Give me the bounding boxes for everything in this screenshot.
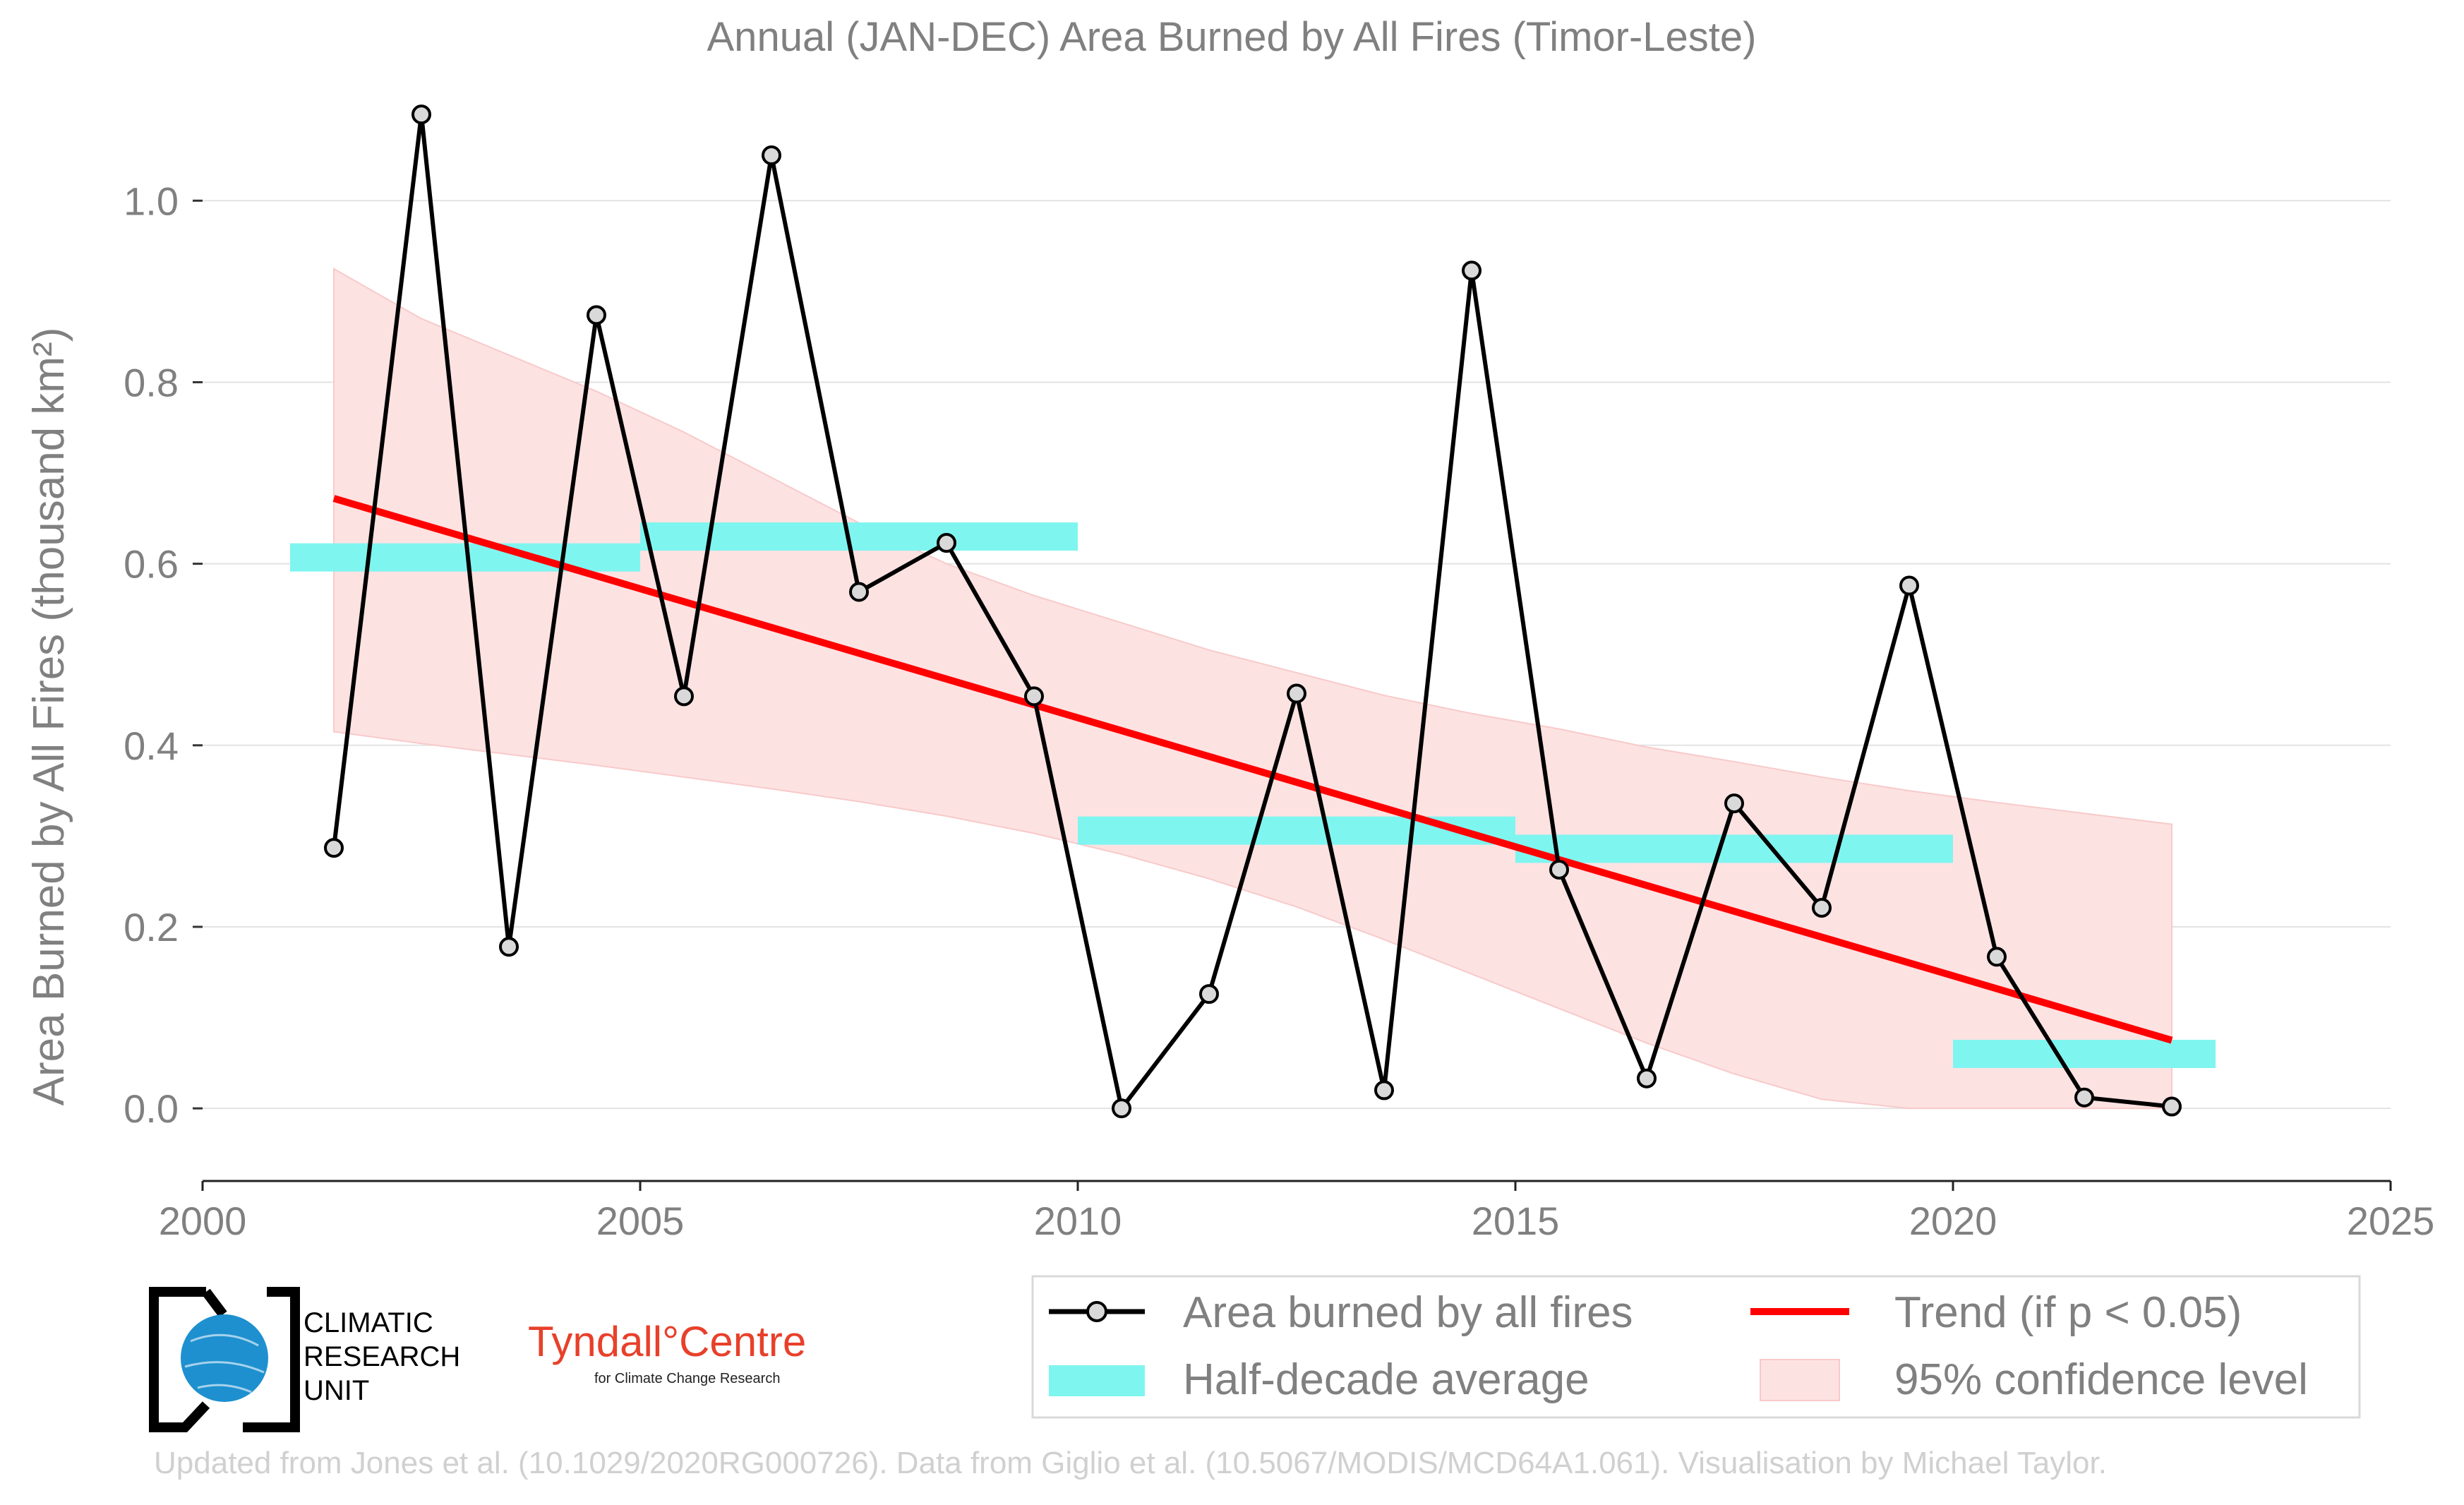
data-point [411, 104, 431, 125]
legend-label-trend: Trend (if p < 0.05) [1894, 1288, 2242, 1337]
x-tick-label: 2005 [596, 1199, 685, 1243]
data-point [1812, 897, 1832, 918]
y-tick-label: 0.0 [124, 1086, 179, 1131]
legend-label-confidence: 95% confidence level [1894, 1355, 2308, 1404]
data-point [1724, 793, 1744, 814]
x-tick-label: 2020 [1909, 1199, 1997, 1243]
chart-title: Annual (JAN-DEC) Area Burned by All Fire… [707, 14, 1757, 60]
y-tick-label: 1.0 [124, 179, 179, 223]
confidence-band [333, 268, 2172, 1110]
x-tick-label: 2010 [1034, 1199, 1122, 1243]
x-tick-label: 2025 [2347, 1199, 2435, 1243]
data-point [324, 838, 344, 858]
data-point [1199, 984, 1219, 1005]
y-tick-label: 0.4 [124, 724, 179, 768]
legend-item-area-burned: Area burned by all fires [1049, 1288, 1633, 1337]
legend: Area burned by all fires Trend (if p < 0… [1031, 1275, 2361, 1419]
x-tick-label: 2015 [1472, 1199, 1560, 1243]
data-point [1549, 859, 1569, 880]
cru-logo-text: CLIMATIC RESEARCH UNIT [304, 1306, 460, 1408]
data-point [2074, 1087, 2094, 1108]
data-point [587, 305, 606, 325]
cru-line-2: RESEARCH [304, 1341, 461, 1372]
data-point [674, 686, 694, 707]
legend-label-half-decade: Half-decade average [1183, 1355, 1589, 1404]
credit-line: Updated from Jones et al. (10.1029/2020R… [154, 1446, 2107, 1480]
series-line [332, 112, 2172, 1111]
trend-line-segment [332, 495, 2173, 1044]
cru-logo [149, 1287, 300, 1432]
tyndall-tagline: for Climate Change Research [594, 1371, 781, 1386]
data-point [1462, 260, 1482, 281]
legend-item-trend: Trend (if p < 0.05) [1750, 1288, 2242, 1337]
legend-label-area-burned: Area burned by all fires [1183, 1288, 1633, 1337]
half-decade-bar [1078, 816, 1515, 845]
y-tick-label: 0.2 [124, 905, 179, 949]
data-point [1899, 575, 1919, 596]
y-axis-title: Area Burned by All Fires (thousand km²) [25, 328, 73, 1106]
legend-item-half-decade: Half-decade average [1049, 1355, 1589, 1404]
half-decade-bars [290, 522, 2216, 1068]
y-tick-label: 0.6 [124, 542, 179, 587]
cru-line-1: CLIMATIC [304, 1307, 433, 1338]
x-axis: 2000 2005 2010 2015 2020 2025 [159, 1180, 2435, 1243]
data-point [1024, 686, 1044, 707]
legend-frame [1031, 1275, 2361, 1419]
tyndall-logo: Tyndall°Centre [528, 1318, 807, 1365]
data-point [2162, 1096, 2182, 1117]
series-area-burned [324, 104, 2182, 1119]
half-decade-bar [640, 522, 1078, 551]
data-point [1637, 1068, 1657, 1089]
data-point [1374, 1080, 1394, 1101]
x-tick-label: 2000 [159, 1199, 247, 1243]
y-tick-label: 0.8 [124, 360, 179, 404]
globe-icon [181, 1314, 268, 1402]
data-point [762, 145, 781, 166]
y-axis: 0.0 0.2 0.4 0.6 0.8 1.0 [124, 179, 203, 1131]
data-point [1112, 1098, 1131, 1119]
data-point [1287, 683, 1306, 704]
data-point [937, 533, 956, 553]
cru-line-3: UNIT [304, 1375, 370, 1406]
half-decade-bar [1953, 1039, 2216, 1068]
confidence-band-area [333, 268, 2172, 1110]
trend-line [332, 495, 2173, 1044]
data-point [1987, 947, 2007, 967]
legend-item-confidence: 95% confidence level [1760, 1355, 2308, 1404]
half-decade-bar [1515, 834, 1953, 863]
data-point [849, 582, 869, 602]
data-point [499, 937, 519, 957]
